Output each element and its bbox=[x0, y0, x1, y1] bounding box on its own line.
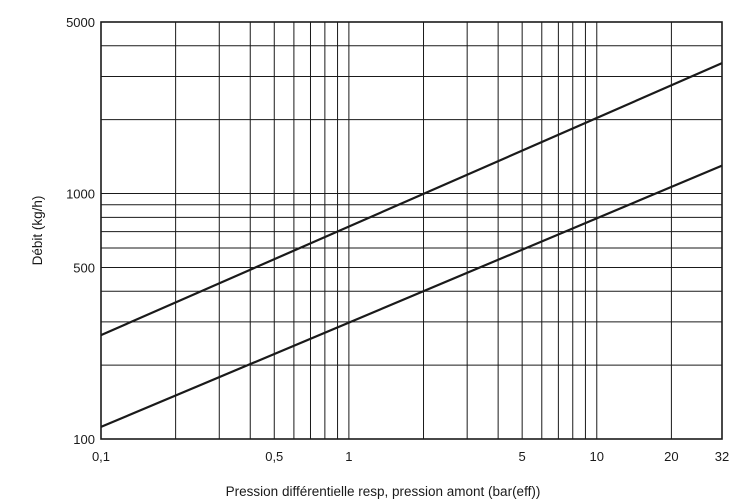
x-tick-label: 5 bbox=[519, 449, 526, 464]
x-axis-label: Pression différentielle resp, pression a… bbox=[226, 484, 541, 499]
series-line-2 bbox=[100, 164, 723, 428]
y-axis-label: Débit (kg/h) bbox=[30, 196, 45, 266]
x-tick-label: 0,5 bbox=[265, 449, 283, 464]
x-tick-label: 20 bbox=[664, 449, 678, 464]
tick-label-layer: 0,1 0,5 1 5 10 20 32 100 500 1000 5000 bbox=[66, 15, 729, 464]
plot-frame bbox=[100, 21, 723, 440]
x-tick-label: 1 bbox=[345, 449, 352, 464]
y-tick-label: 1000 bbox=[66, 187, 95, 202]
x-tick-label: 32 bbox=[715, 449, 729, 464]
x-tick-label: 0,1 bbox=[92, 449, 110, 464]
series-layer bbox=[100, 62, 723, 428]
y-tick-label: 500 bbox=[73, 260, 95, 275]
y-tick-label: 5000 bbox=[66, 15, 95, 30]
y-tick-label: 100 bbox=[73, 432, 95, 447]
x-tick-label: 10 bbox=[590, 449, 604, 464]
grid-layer bbox=[101, 22, 722, 439]
series-line-1 bbox=[100, 62, 723, 337]
